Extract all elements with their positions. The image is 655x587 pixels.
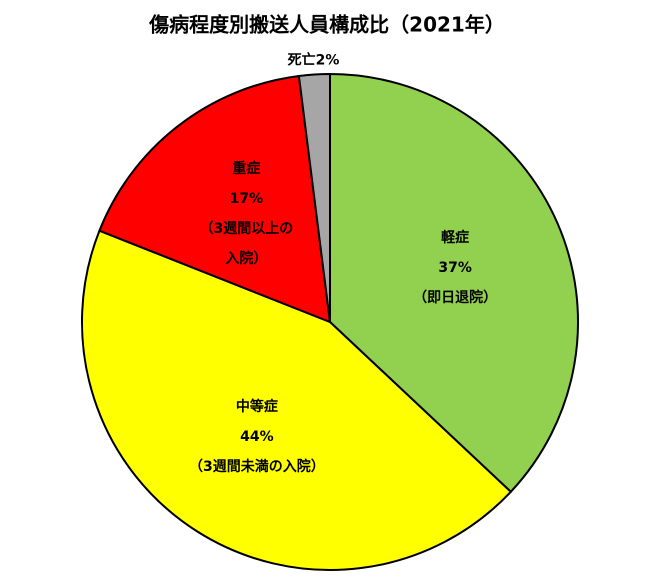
value-label: 2%: [316, 53, 340, 69]
chart-title: 傷病程度別搬送人員構成比（2021年）: [148, 13, 505, 37]
value-label: 17%: [230, 191, 264, 207]
category-label: 軽症: [441, 229, 469, 246]
value-label: 44%: [240, 429, 274, 445]
description-label: （3週間未満の入院）: [189, 458, 325, 475]
category-label: 中等症: [236, 398, 278, 415]
pie-slice: [98, 74, 332, 324]
description-label: 入院）: [225, 250, 267, 267]
description-label: （即日退院）: [413, 289, 497, 306]
description-label: （3週間以上の: [200, 221, 294, 237]
slice-label: 死亡2%: [287, 52, 340, 69]
pie-slice: [81, 229, 513, 571]
pie-slice: [297, 72, 331, 323]
category-label: 死亡: [287, 52, 316, 69]
value-label: 37%: [438, 260, 472, 276]
category-label: 重症: [232, 160, 260, 177]
pie-slice: [329, 72, 579, 494]
